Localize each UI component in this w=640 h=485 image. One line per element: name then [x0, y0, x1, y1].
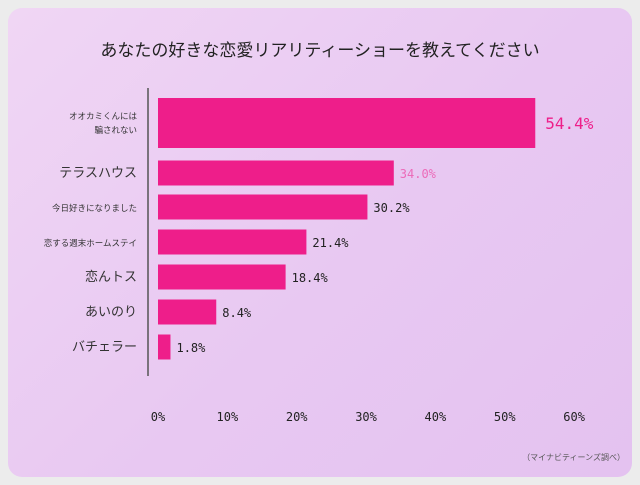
- x-tick-6: 60%: [563, 410, 585, 424]
- x-tick-labels: 0% 10% 20% 30% 40% 50% 60%: [151, 410, 586, 424]
- x-tick-3: 30%: [355, 410, 377, 424]
- x-tick-2: 20%: [286, 410, 308, 424]
- category-labels: オオカミくんには騙されないテラスハウス今日好きになりました恋する週末ホームステイ…: [44, 112, 138, 355]
- value-label-5: 8.4%: [222, 306, 252, 320]
- bar-6: [158, 334, 171, 360]
- x-tick-1: 10%: [217, 410, 239, 424]
- bar-0: [158, 98, 536, 148]
- bar-3: [158, 229, 307, 255]
- bar-5: [158, 299, 217, 325]
- bars-group: [158, 98, 536, 360]
- value-label-4: 18.4%: [292, 271, 329, 285]
- category-label-2: 今日好きになりました: [52, 203, 137, 214]
- value-label-0: 54.4%: [545, 114, 594, 133]
- x-tick-5: 50%: [494, 410, 516, 424]
- bar-4: [158, 264, 286, 290]
- x-tick-0: 0%: [151, 410, 166, 424]
- category-label-0: オオカミくんには騙されない: [69, 112, 138, 136]
- bar-2: [158, 194, 368, 220]
- category-label-3: 恋する週末ホームステイ: [44, 238, 137, 249]
- category-label-4: 恋んトス: [85, 269, 137, 285]
- bar-1: [158, 160, 394, 186]
- chart-frame: [8, 8, 632, 477]
- value-label-3: 21.4%: [312, 236, 349, 250]
- chart-title: あなたの好きな恋愛リアリティーショーを教えてください: [100, 40, 539, 61]
- value-labels: 54.4% 34.0% 30.2% 21.4% 18.4% 8.4% 1.8%: [176, 114, 593, 355]
- source-note: （マイナビティーンズ調べ）: [522, 452, 625, 462]
- category-label-1: テラスハウス: [59, 166, 137, 181]
- x-tick-4: 40%: [425, 410, 447, 424]
- value-label-6: 1.8%: [176, 341, 206, 355]
- value-label-2: 30.2%: [373, 201, 410, 215]
- category-label-6: バチェラー: [72, 340, 137, 355]
- category-label-5: あいのり: [85, 305, 137, 320]
- value-label-1: 34.0%: [400, 167, 437, 181]
